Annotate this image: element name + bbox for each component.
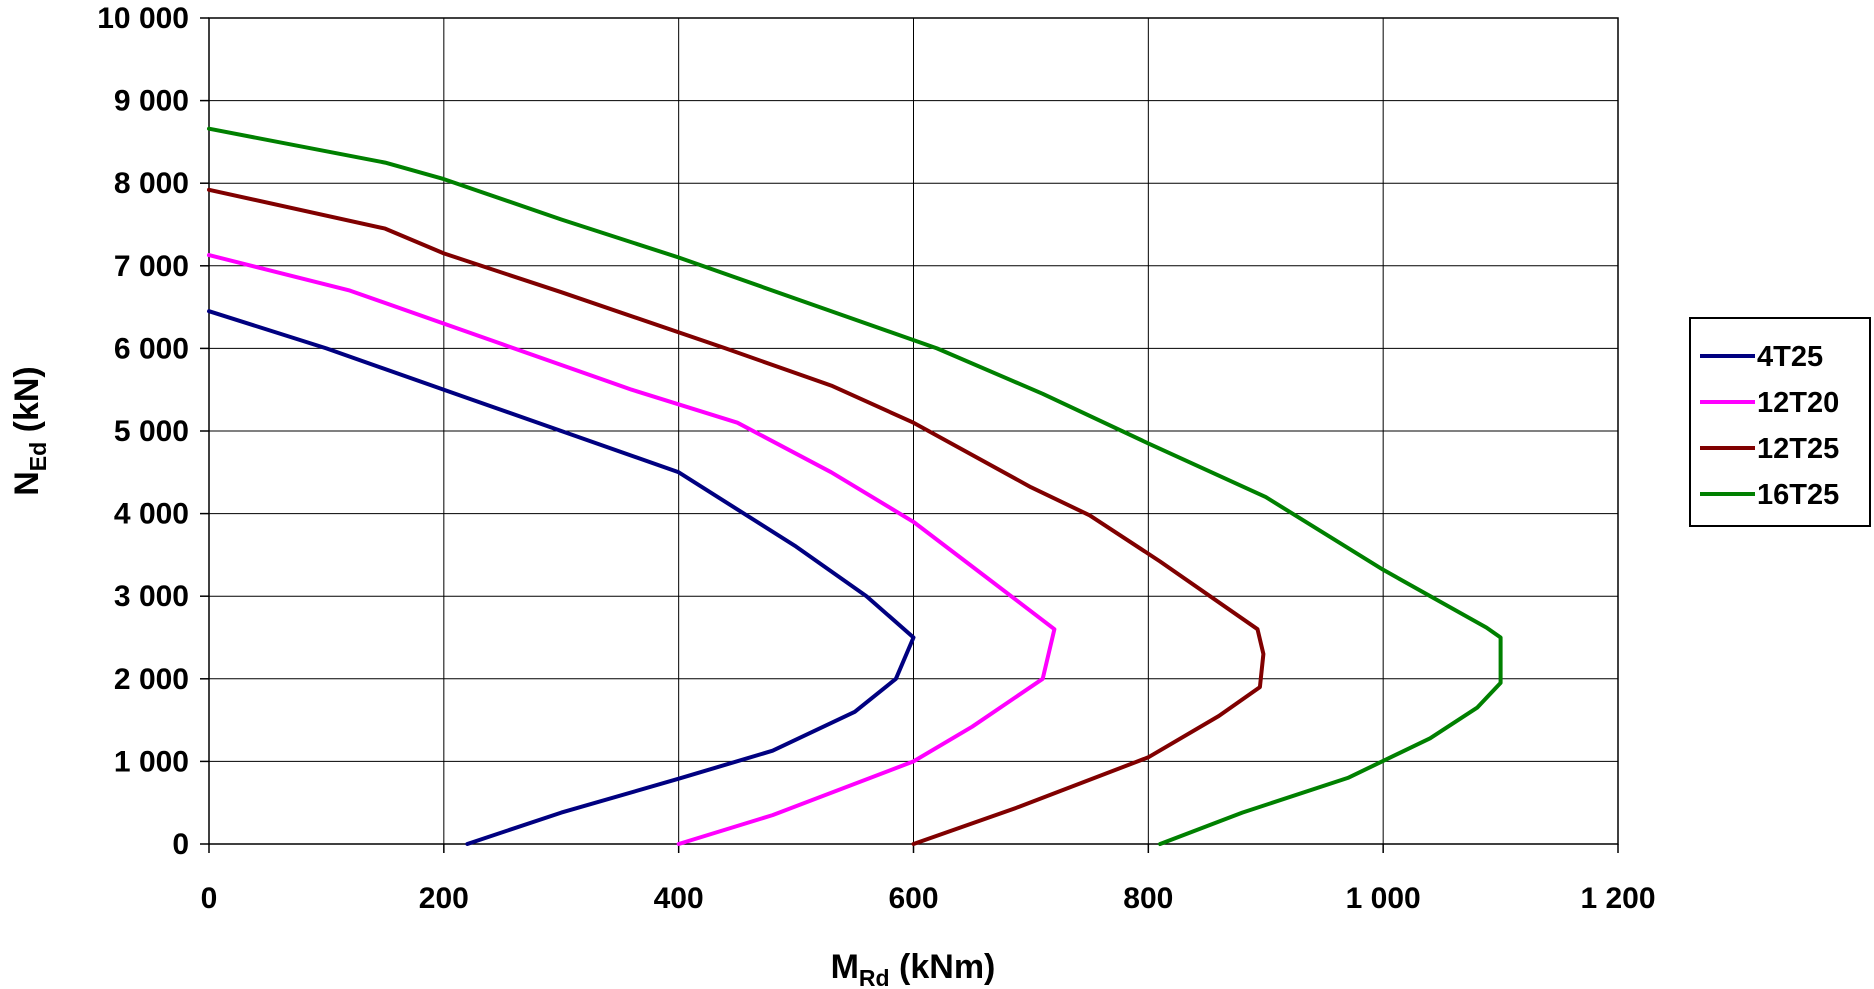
x-tick-labels: 0 200 400 600 800 1 000 1 200 xyxy=(201,882,1656,915)
series-line-16t25 xyxy=(207,126,1503,846)
y-tick-label: 2 000 xyxy=(114,663,189,696)
series-line-12t25 xyxy=(207,187,1266,846)
y-axis-title: NEd (kN) xyxy=(8,366,51,496)
y-tick-label: 1 000 xyxy=(114,745,189,778)
x-tick-label: 600 xyxy=(888,882,938,915)
x-tick-label: 1 000 xyxy=(1346,882,1421,915)
y-tick-label: 6 000 xyxy=(114,332,189,365)
y-tick-label: 8 000 xyxy=(114,167,189,200)
legend-label-12t25: 12T25 xyxy=(1757,433,1839,465)
x-tick-label: 0 xyxy=(201,882,218,915)
legend-label-4t25: 4T25 xyxy=(1757,341,1823,373)
legend: 4T25 12T20 12T25 16T25 xyxy=(1689,317,1871,527)
y-tick-labels: 0 1 000 2 000 3 000 4 000 5 000 6 000 7 000 8 00… xyxy=(97,2,189,861)
y-tick-label: 9 000 xyxy=(114,85,189,118)
x-tick-label: 800 xyxy=(1123,882,1173,915)
x-axis-title-unit: (kNm) xyxy=(890,948,996,986)
y-axis-title-unit: (kN) xyxy=(8,366,46,442)
y-tick-label: 5 000 xyxy=(114,415,189,448)
x-tick-label: 200 xyxy=(419,882,469,915)
series-lines xyxy=(207,126,1503,846)
y-tick-label: 4 000 xyxy=(114,498,189,531)
x-axis-title-sub: Rd xyxy=(859,965,890,989)
x-axis-title-main: M xyxy=(831,948,859,986)
x-tick-label: 1 200 xyxy=(1580,882,1655,915)
series-line-12t20 xyxy=(207,253,1057,846)
y-tick-label: 0 xyxy=(172,828,189,861)
x-tick-label: 400 xyxy=(654,882,704,915)
y-tick-label: 3 000 xyxy=(114,580,189,613)
series-line-4t25 xyxy=(207,309,916,846)
y-axis-title-sub: Ed xyxy=(25,442,51,471)
y-tick-label: 7 000 xyxy=(114,250,189,283)
legend-box xyxy=(1689,317,1871,527)
legend-label-16t25: 16T25 xyxy=(1757,479,1839,511)
legend-label-12t20: 12T20 xyxy=(1757,387,1839,419)
y-axis-title-main: N xyxy=(8,471,46,496)
y-tick-label: 10 000 xyxy=(97,2,189,35)
x-axis-title: MRd (kNm) xyxy=(831,948,996,989)
